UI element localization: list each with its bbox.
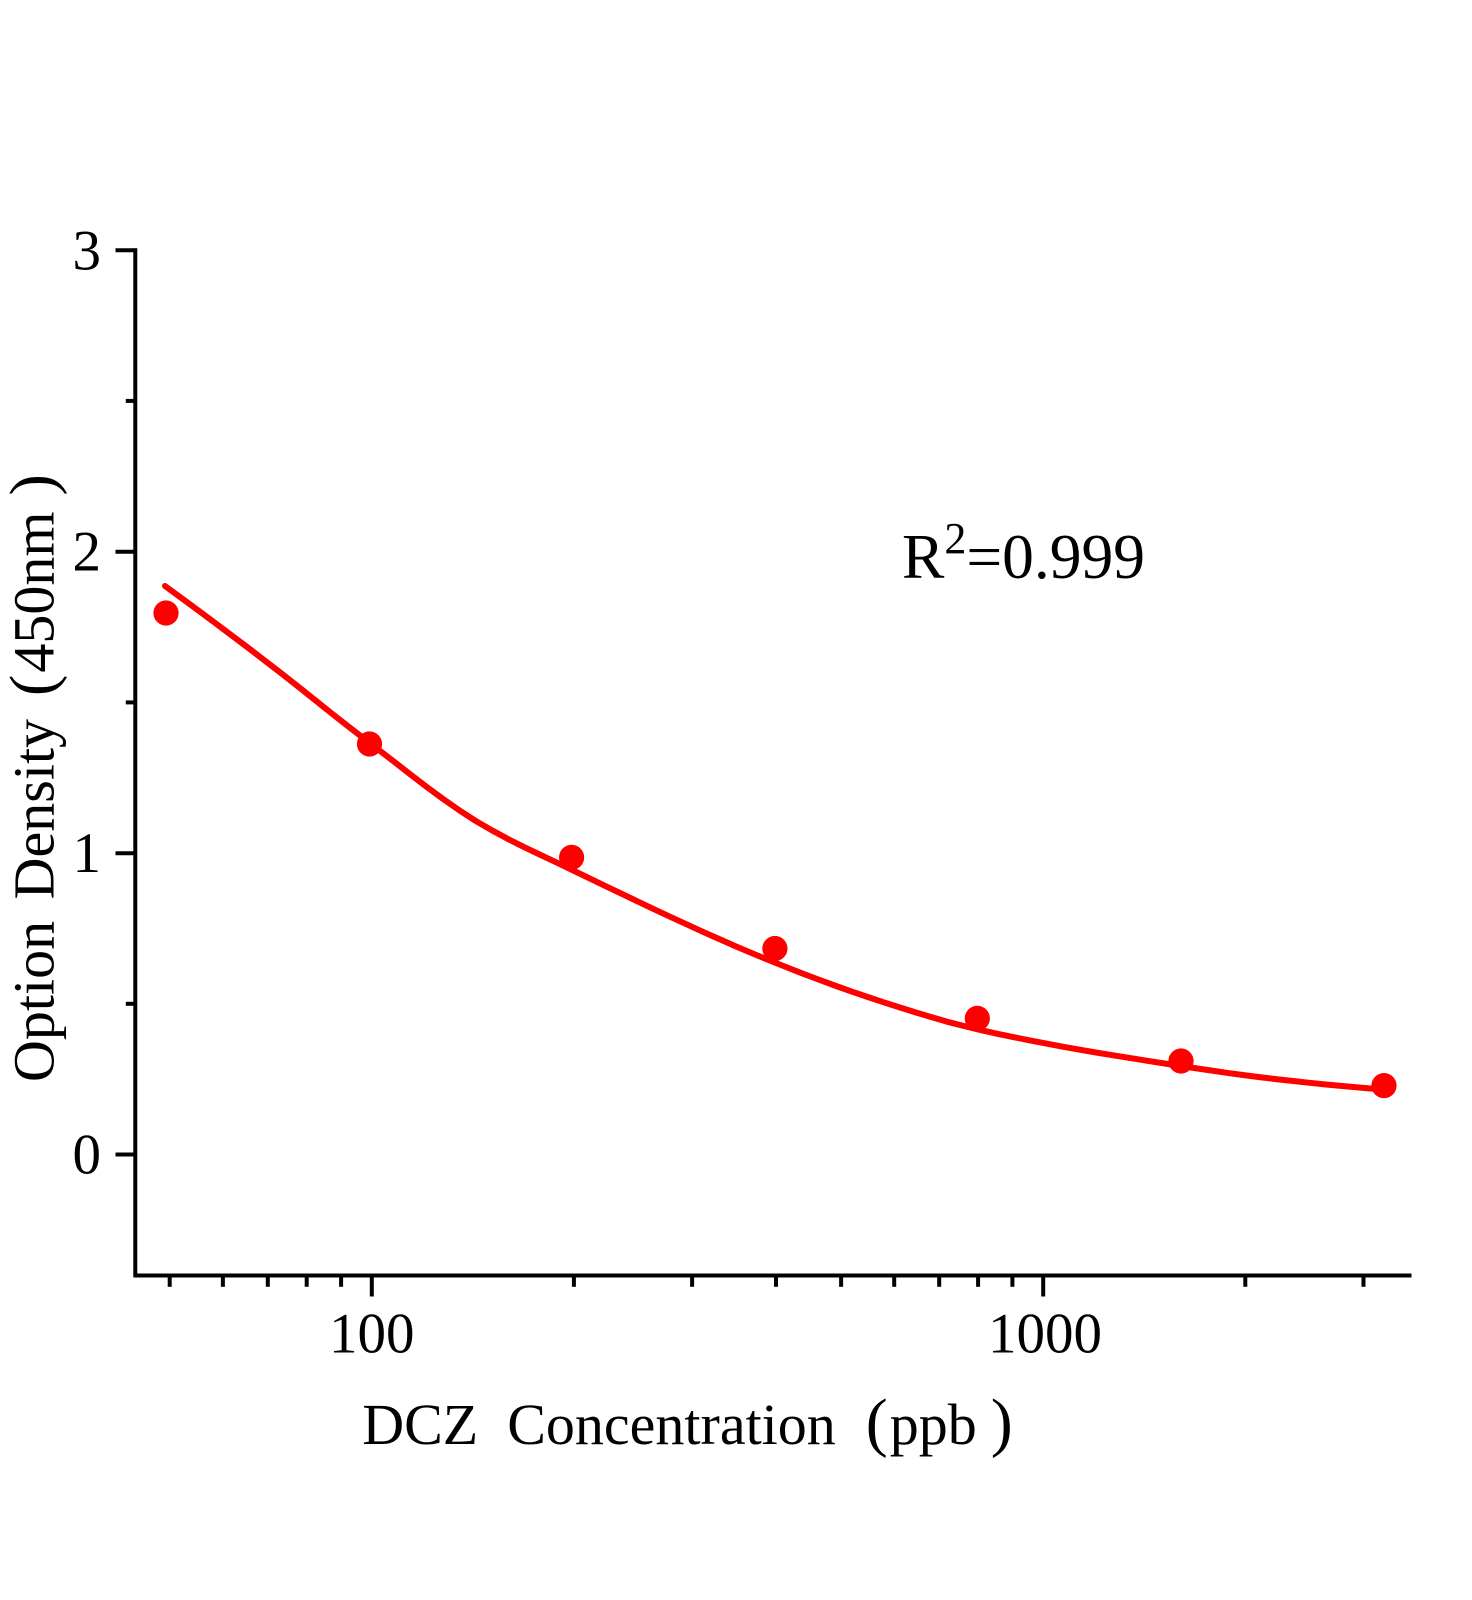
svg-text:DCZ Concentration(ppb): DCZ Concentration (ppb) [362,1386,1013,1459]
svg-text:2: 2 [73,521,102,584]
svg-text:1000: 1000 [988,1303,1102,1366]
svg-text:1: 1 [73,822,102,885]
svg-text:100: 100 [329,1303,415,1366]
svg-text:R2=0.999: R2=0.999 [902,514,1145,592]
svg-text:0: 0 [73,1123,102,1186]
svg-text:3: 3 [73,219,102,282]
svg-text:Option Density(450nm): Option Density(450nm) [0,474,68,1082]
